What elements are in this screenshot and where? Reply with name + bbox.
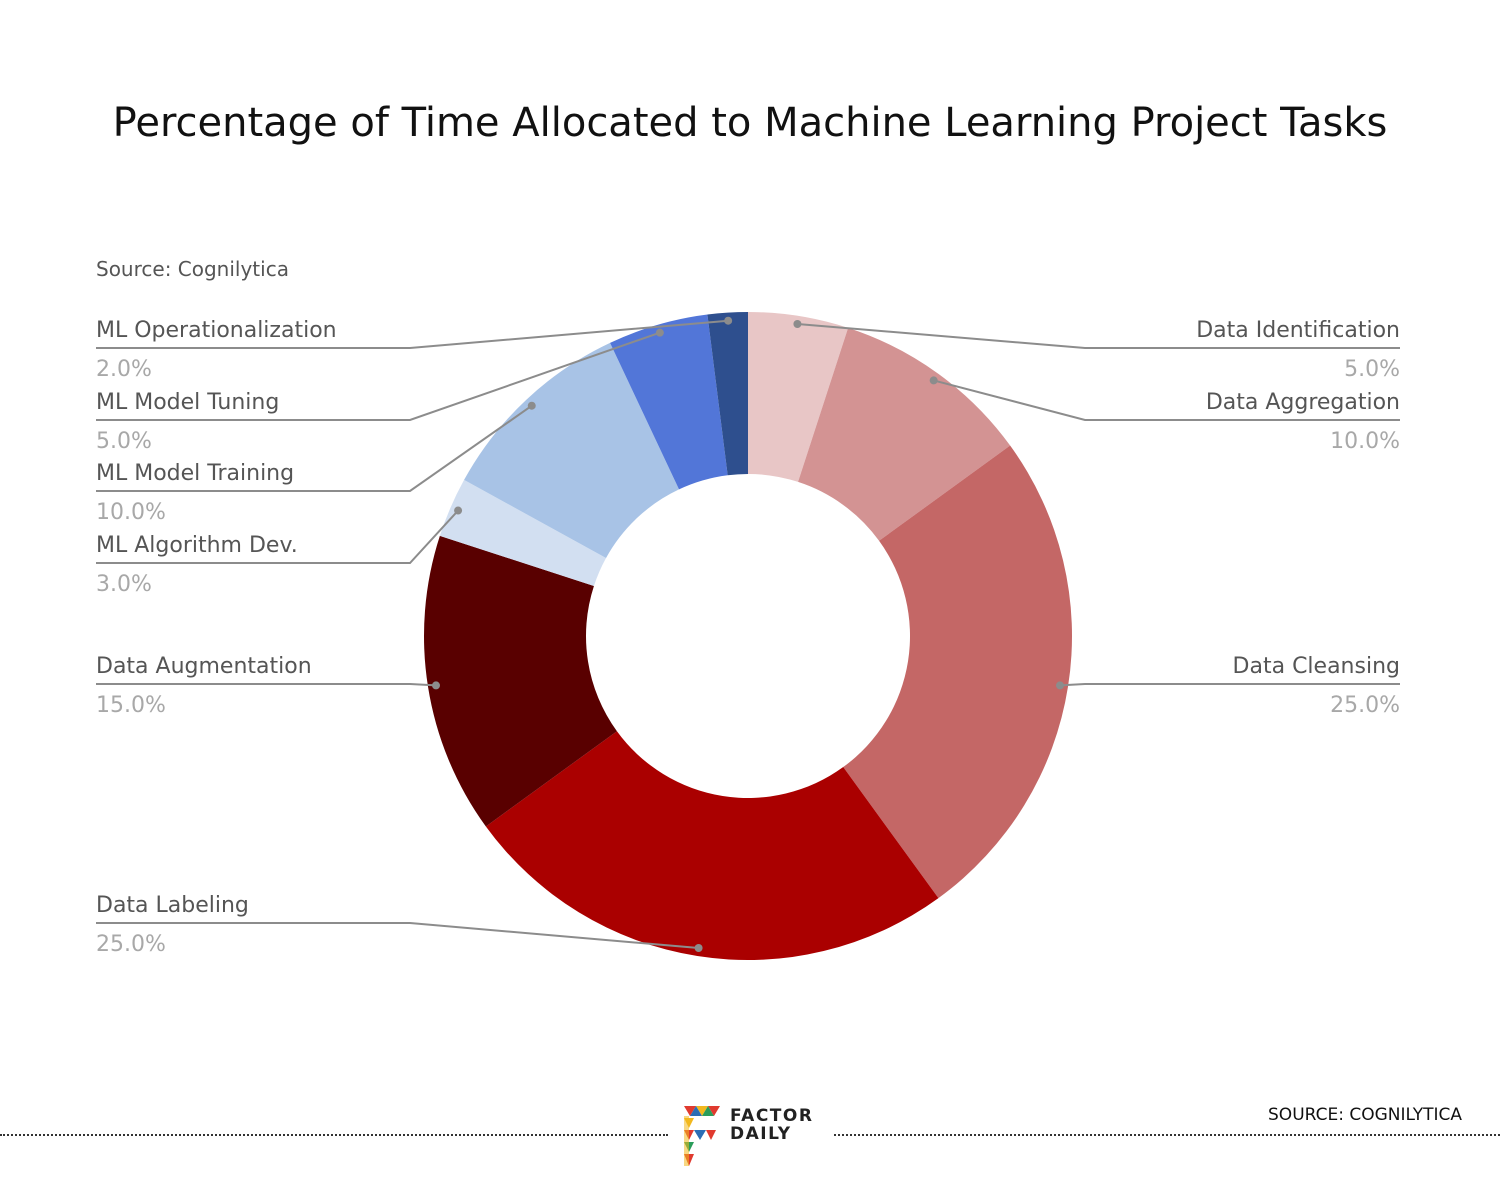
label-ml-model-tuning: ML Model Tuning xyxy=(96,390,279,415)
value-label-ml-model-training: 10.0% xyxy=(96,500,166,525)
slice-data-augmentation[interactable] xyxy=(423,535,617,827)
factordaily-logo-mark xyxy=(684,1106,720,1166)
factordaily-logo: FACTOR DAILY xyxy=(684,1106,824,1170)
label-ml-operationalization: ML Operationalization xyxy=(96,318,337,343)
leader-line-data-augmentation xyxy=(96,683,437,687)
leader-line-data-aggregation xyxy=(933,379,1400,421)
leader-line-ml-model-training xyxy=(96,404,533,492)
value-label-data-labeling: 25.0% xyxy=(96,932,166,957)
brand-name-line-1: FACTOR xyxy=(730,1106,814,1126)
label-data-labeling: Data Labeling xyxy=(96,893,249,918)
label-data-cleansing: Data Cleansing xyxy=(1233,654,1400,679)
leader-lines-group xyxy=(96,316,1400,953)
leader-line-data-labeling xyxy=(96,922,699,950)
value-label-data-augmentation: 15.0% xyxy=(96,693,166,718)
leader-line-data-cleansing xyxy=(1059,683,1400,687)
slice-data-identification[interactable] xyxy=(748,312,849,482)
footer-divider-right xyxy=(834,1134,1500,1136)
labels-group: Data Identification 5.0% Data Aggregation 1… xyxy=(96,318,1400,957)
brand-name-line-2: DAILY xyxy=(730,1124,792,1144)
footer-divider-left xyxy=(0,1134,668,1136)
value-label-data-identification: 5.0% xyxy=(1344,357,1400,382)
slice-data-labeling[interactable] xyxy=(485,731,939,960)
value-label-data-cleansing: 25.0% xyxy=(1330,693,1400,718)
label-ml-algorithm-dev: ML Algorithm Dev. xyxy=(96,533,298,558)
slice-ml-model-tuning[interactable] xyxy=(610,314,728,490)
value-label-ml-algorithm-dev: 3.0% xyxy=(96,572,152,597)
leader-line-data-identification xyxy=(797,322,1400,349)
slice-ml-operationalization[interactable] xyxy=(707,312,748,476)
chart-title: Percentage of Time Allocated to Machine … xyxy=(112,100,1388,146)
leader-line-ml-operationalization xyxy=(96,319,729,349)
value-label-ml-model-tuning: 5.0% xyxy=(96,429,152,454)
source-note: Source: Cognilytica xyxy=(96,257,289,281)
slice-ml-algorithm-dev[interactable] xyxy=(439,479,607,586)
label-data-identification: Data Identification xyxy=(1196,318,1400,343)
footer-source: SOURCE: COGNILYTICA xyxy=(1268,1105,1462,1125)
leader-line-ml-algorithm-dev xyxy=(96,509,459,564)
leader-line-ml-model-tuning xyxy=(96,331,661,421)
slice-ml-model-training[interactable] xyxy=(464,342,680,558)
label-data-aggregation: Data Aggregation xyxy=(1206,390,1400,415)
value-label-data-aggregation: 10.0% xyxy=(1330,429,1400,454)
value-label-ml-operationalization: 2.0% xyxy=(96,357,152,382)
slice-data-cleansing[interactable] xyxy=(843,445,1072,899)
label-data-augmentation: Data Augmentation xyxy=(96,654,312,679)
slice-data-aggregation[interactable] xyxy=(798,327,1011,541)
slices-group xyxy=(423,312,1072,960)
label-ml-model-training: ML Model Training xyxy=(96,461,294,486)
